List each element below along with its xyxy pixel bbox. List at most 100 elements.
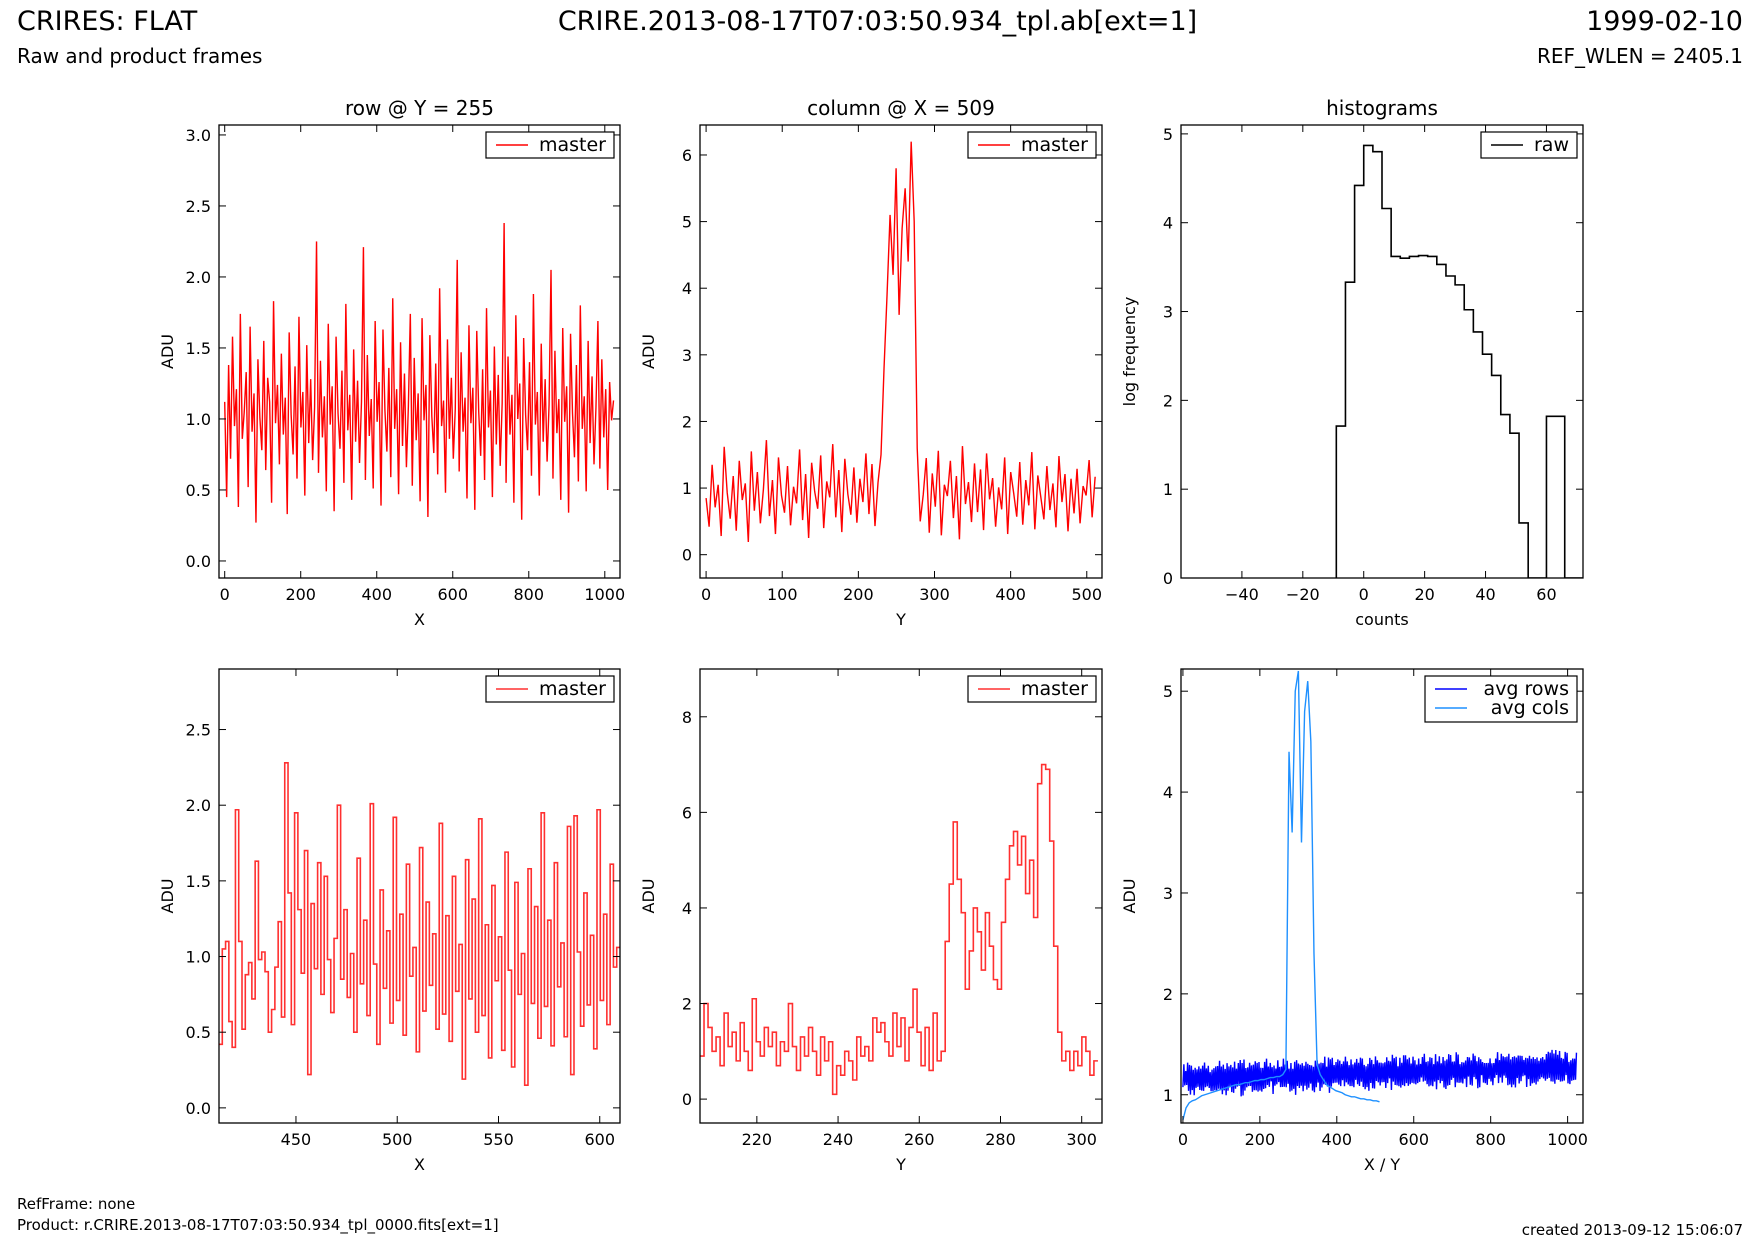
legend-frame xyxy=(1424,675,1578,723)
y-tick-label: 3 xyxy=(1163,303,1173,322)
y-tick-label: 0.5 xyxy=(186,481,211,500)
x-axis-label: X xyxy=(414,1155,425,1174)
chart-title: row @ Y = 255 xyxy=(345,96,494,120)
chart-panel-5: 220 240 260 280 300 0 2 4 6 8 Y ADU master xyxy=(639,668,1103,1174)
x-tick-label: 200 xyxy=(285,585,316,604)
x-axis-label: Y xyxy=(895,1155,906,1174)
chart-panel-4: 450 500 550 600 0.0 0.5 1.0 1.5 2.0 2.5 X ADU master xyxy=(158,668,621,1174)
series-line-master xyxy=(219,762,620,1086)
x-tick-label: 240 xyxy=(823,1130,854,1149)
y-tick-label: 3 xyxy=(682,346,692,365)
y-tick-label: 5 xyxy=(1163,125,1173,144)
legend: master xyxy=(967,131,1097,159)
y-tick-label: 2 xyxy=(682,995,692,1014)
y-tick-label: 5 xyxy=(1163,682,1173,701)
x-tick-label: −20 xyxy=(1286,585,1320,604)
chart-title: histograms xyxy=(1326,96,1438,120)
plot-area xyxy=(219,762,620,1086)
chart-panel-6: 0 200 400 600 800 1000 1 2 3 4 5 X / Y ADU avg rowsav… xyxy=(1120,668,1588,1174)
y-tick-label: 1.0 xyxy=(186,948,211,967)
legend-frame xyxy=(485,131,615,159)
page-subtitle: Raw and product frames xyxy=(17,44,263,68)
plot-area xyxy=(1182,670,1578,1121)
plot-area xyxy=(700,763,1098,1096)
y-axis-label: ADU xyxy=(158,879,177,914)
created-label: created 2013-09-12 15:06:07 xyxy=(1521,1221,1743,1239)
plot-area xyxy=(224,222,615,523)
x-tick-label: 20 xyxy=(1414,585,1434,604)
x-tick-label: 600 xyxy=(437,585,468,604)
x-tick-label: 450 xyxy=(281,1130,312,1149)
x-tick-label: 0 xyxy=(220,585,230,604)
x-tick-label: 200 xyxy=(843,585,874,604)
y-tick-label: 2.0 xyxy=(186,796,211,815)
x-tick-label: 550 xyxy=(483,1130,514,1149)
legend: raw xyxy=(1480,131,1578,159)
x-tick-label: 600 xyxy=(1398,1130,1429,1149)
y-tick-label: 1.5 xyxy=(186,872,211,891)
ref-wlen-label: REF_WLEN = 2405.1 xyxy=(1536,44,1743,68)
y-tick-label: 1.0 xyxy=(186,410,211,429)
chart-panel-2: column @ X = 509 0 100 200 300 400 500 0 1 2 3 4 5 6 Y… xyxy=(639,96,1103,629)
series-line-master xyxy=(224,222,615,523)
x-tick-label: 400 xyxy=(1322,1130,1353,1149)
y-tick-label: 0.5 xyxy=(186,1023,211,1042)
x-axis-label: X xyxy=(414,610,425,629)
y-tick-label: 2.5 xyxy=(186,197,211,216)
x-tick-label: 220 xyxy=(742,1130,773,1149)
page-title: CRIRES: FLAT xyxy=(17,6,198,37)
x-tick-label: 1000 xyxy=(584,585,625,604)
x-tick-label: 400 xyxy=(361,585,392,604)
plot-area xyxy=(1335,144,1583,578)
y-tick-label: 0.0 xyxy=(186,552,211,571)
legend: master xyxy=(967,675,1097,703)
chart-title: column @ X = 509 xyxy=(807,96,995,120)
series-line-avg-rows xyxy=(1182,1049,1578,1097)
plot-frame xyxy=(218,668,621,1124)
x-tick-label: 500 xyxy=(382,1130,413,1149)
y-tick-label: 2 xyxy=(1163,985,1173,1004)
ref-frame-label: RefFrame: none xyxy=(17,1195,136,1213)
x-axis-label: X / Y xyxy=(1364,1155,1401,1174)
x-tick-label: 0 xyxy=(1359,585,1369,604)
x-tick-label: 400 xyxy=(995,585,1026,604)
legend-label: master xyxy=(539,134,606,156)
x-tick-label: 260 xyxy=(904,1130,935,1149)
y-tick-label: 4 xyxy=(1163,783,1173,802)
y-tick-label: 4 xyxy=(1163,214,1173,233)
x-tick-label: 1000 xyxy=(1547,1130,1588,1149)
product-label: Product: r.CRIRE.2013-08-17T07:03:50.934… xyxy=(17,1216,499,1234)
y-tick-label: 0.0 xyxy=(186,1099,211,1118)
y-tick-label: 0 xyxy=(682,1090,692,1109)
chart-panel-3: histograms −40 −20 0 20 40 60 0 1 2 3 4 5 counts log f… xyxy=(1120,96,1584,629)
y-tick-label: 5 xyxy=(682,213,692,232)
legend-label: avg cols xyxy=(1491,697,1569,719)
y-axis-label: ADU xyxy=(639,879,658,914)
x-tick-label: 100 xyxy=(767,585,798,604)
y-tick-label: 6 xyxy=(682,803,692,822)
x-tick-label: 0 xyxy=(701,585,711,604)
y-axis-label: ADU xyxy=(639,334,658,369)
legend-label: raw xyxy=(1534,134,1569,156)
y-tick-label: 0 xyxy=(1163,569,1173,588)
x-tick-label: 300 xyxy=(1066,1130,1097,1149)
y-tick-label: 1 xyxy=(682,479,692,498)
y-tick-label: 1 xyxy=(1163,1086,1173,1105)
x-tick-label: 40 xyxy=(1475,585,1495,604)
x-tick-label: 200 xyxy=(1245,1130,1276,1149)
y-tick-label: 1 xyxy=(1163,480,1173,499)
plot-frame xyxy=(1180,668,1584,1124)
x-tick-label: 800 xyxy=(1475,1130,1506,1149)
plot-area xyxy=(705,141,1096,543)
y-tick-label: 2.5 xyxy=(186,721,211,740)
x-tick-label: 800 xyxy=(514,585,545,604)
plot-frame xyxy=(699,668,1103,1124)
series-line-master xyxy=(700,763,1098,1096)
x-tick-label: 0 xyxy=(1178,1130,1188,1149)
legend-label: master xyxy=(1021,678,1088,700)
y-tick-label: 1.5 xyxy=(186,339,211,358)
y-tick-label: 2 xyxy=(1163,391,1173,410)
plot-frame xyxy=(699,124,1103,579)
